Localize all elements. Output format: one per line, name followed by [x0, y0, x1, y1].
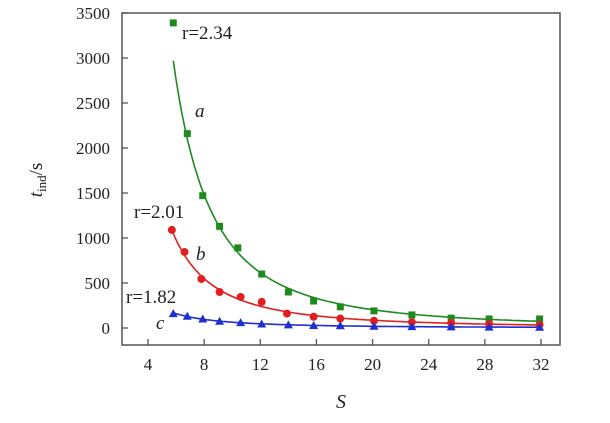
data-point-a: [370, 307, 378, 315]
data-point-b: [336, 314, 345, 323]
data-point-a: [408, 311, 416, 319]
data-point-a: [183, 130, 191, 138]
series-c-r-label: r=1.82: [126, 287, 176, 308]
data-point-b: [369, 316, 378, 325]
data-point-c: [446, 322, 456, 331]
data-point-c: [198, 314, 208, 323]
data-point-c: [369, 321, 379, 330]
x-axis-label: S: [336, 391, 346, 413]
data-point-c: [168, 309, 178, 318]
y-tick-label: 1500: [76, 184, 110, 203]
x-tick-label: 24: [420, 355, 438, 374]
x-tick-label: 20: [364, 355, 381, 374]
data-point-c: [257, 319, 267, 328]
data-point-a: [310, 297, 318, 305]
data-point-b: [167, 225, 176, 234]
series-b-r-label: r=2.01: [134, 202, 184, 223]
series-b-name: b: [196, 244, 206, 265]
data-point-c: [182, 311, 192, 320]
data-point-a: [284, 288, 292, 296]
data-point-c: [283, 320, 293, 329]
data-point-c: [215, 316, 225, 325]
fit-curve-c: [173, 312, 540, 329]
y-tick-label: 1000: [76, 229, 110, 248]
y-tick-label: 500: [85, 274, 111, 293]
data-point-a: [447, 314, 455, 322]
x-tick-label: 8: [200, 355, 209, 374]
data-point-b: [282, 309, 291, 318]
data-point-c: [236, 318, 246, 327]
series-c-name: c: [156, 313, 165, 334]
data-point-a: [216, 222, 224, 230]
plot-frame: [121, 12, 561, 346]
y-tick-label: 2000: [76, 139, 110, 158]
data-point-c: [309, 320, 319, 329]
data-point-b: [309, 312, 318, 321]
data-point-a: [536, 315, 544, 323]
y-tick-label: 3000: [76, 49, 110, 68]
data-point-a: [485, 315, 493, 323]
x-tick-label: 16: [308, 355, 325, 374]
series-a-name: a: [195, 101, 205, 122]
data-point-a: [199, 192, 207, 200]
data-point-b: [236, 292, 245, 301]
data-point-b: [215, 288, 224, 296]
fit-curve-b: [171, 229, 540, 326]
data-point-a: [258, 270, 266, 278]
data-point-c: [335, 321, 345, 330]
data-point-b: [180, 247, 189, 256]
data-point-a: [234, 244, 242, 252]
x-tick-label: 28: [476, 355, 493, 374]
x-tick-label: 12: [252, 355, 269, 374]
series-a-r-label: r=2.34: [182, 23, 233, 44]
x-tick-label: 32: [533, 355, 550, 374]
data-point-a: [169, 19, 177, 27]
y-tick-label: 0: [102, 319, 111, 338]
data-point-a: [336, 303, 344, 311]
y-tick-label: 2500: [76, 94, 110, 113]
data-point-c: [535, 322, 545, 331]
fit-curve-a: [172, 60, 540, 323]
y-tick-label: 3500: [76, 4, 110, 23]
data-point-b: [197, 274, 206, 283]
y-axis-label: tind/s: [26, 163, 49, 198]
data-point-c: [407, 322, 417, 331]
x-tick-label: 4: [144, 355, 153, 374]
data-point-c: [484, 322, 494, 331]
data-point-b: [257, 297, 266, 306]
